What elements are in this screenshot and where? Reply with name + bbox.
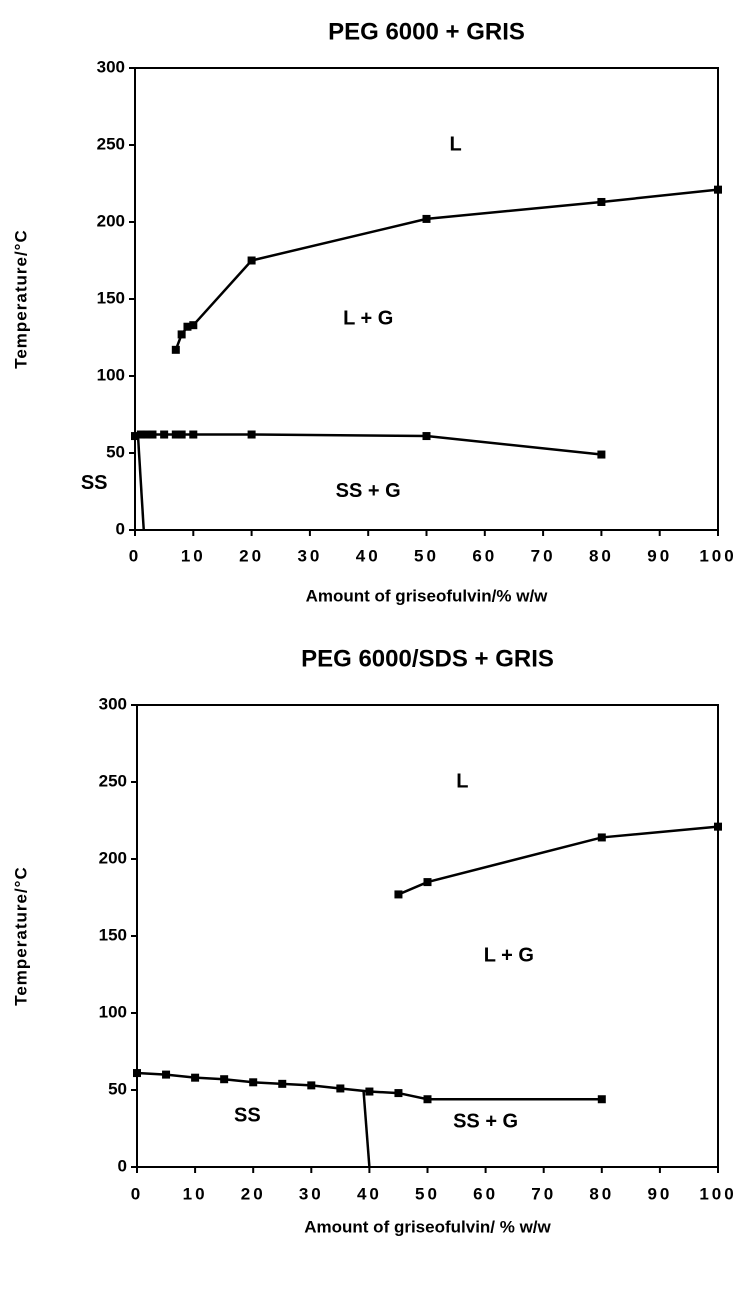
data-point xyxy=(597,450,606,459)
data-point xyxy=(247,430,256,439)
data-point xyxy=(183,322,192,331)
data-point xyxy=(394,890,403,899)
data-point xyxy=(177,430,186,439)
region-label: L xyxy=(450,133,462,155)
data-point xyxy=(171,345,180,354)
data-point xyxy=(171,430,180,439)
data-point xyxy=(422,214,431,223)
data-point xyxy=(133,1069,141,1078)
x-tick-label: 70 xyxy=(531,546,556,565)
data-point xyxy=(714,822,722,831)
x-axis-title: Amount of griseofulvin/% w/w xyxy=(306,586,549,605)
x-tick-label: 80 xyxy=(589,546,614,565)
x-tick-label: 10 xyxy=(183,1184,208,1203)
chart-title: PEG 6000 + GRIS xyxy=(328,18,525,45)
x-tick-label: 100 xyxy=(699,546,736,565)
x-tick-label: 30 xyxy=(297,546,322,565)
y-tick-label: 0 xyxy=(118,1156,127,1175)
region-label: SS xyxy=(81,472,108,494)
data-point xyxy=(394,1089,403,1098)
x-tick-label: 50 xyxy=(415,1184,440,1203)
data-point xyxy=(336,1084,345,1093)
region-label: SS + G xyxy=(336,480,401,502)
data-point xyxy=(714,185,722,194)
data-point xyxy=(247,256,256,265)
plot-frame xyxy=(134,67,719,531)
data-point xyxy=(189,321,198,330)
data-point xyxy=(365,1087,374,1096)
x-tick-label: 40 xyxy=(357,1184,382,1203)
x-tick-label: 70 xyxy=(531,1184,556,1203)
data-point xyxy=(131,432,139,441)
x-tick-label: 50 xyxy=(414,546,439,565)
x-tick-label: 100 xyxy=(699,1184,736,1203)
x-axis-title: Amount of griseofulvin/ % w/w xyxy=(304,1217,551,1236)
y-axis-title: Temperature/°C xyxy=(11,866,30,1006)
data-point xyxy=(162,1070,171,1079)
region-label: L + G xyxy=(484,944,534,966)
y-tick-label: 100 xyxy=(99,1002,127,1021)
data-point xyxy=(423,878,432,887)
data-point xyxy=(189,430,198,439)
y-tick-label: 250 xyxy=(99,771,127,790)
data-point xyxy=(597,833,606,842)
data-point xyxy=(177,330,186,339)
x-tick-label: 40 xyxy=(356,546,381,565)
y-axis-title: Temperature/°C xyxy=(11,229,30,369)
x-tick-label: 30 xyxy=(299,1184,324,1203)
data-point xyxy=(191,1073,200,1082)
phase-line xyxy=(397,825,719,896)
data-point xyxy=(423,1095,432,1104)
phase-line xyxy=(362,1091,371,1168)
data-point xyxy=(142,430,151,439)
y-tick-label: 300 xyxy=(97,57,125,76)
data-point xyxy=(307,1081,316,1090)
data-point xyxy=(136,430,145,439)
chart-title: PEG 6000/SDS + GRIS xyxy=(301,645,554,672)
region-label: L + G xyxy=(343,307,393,329)
phase-line xyxy=(136,1071,602,1101)
y-tick-label: 150 xyxy=(97,288,125,307)
y-tick-label: 200 xyxy=(99,848,127,867)
data-point xyxy=(160,430,169,439)
y-tick-label: 100 xyxy=(97,365,125,384)
y-tick-label: 250 xyxy=(97,134,125,153)
x-tick-label: 0 xyxy=(129,546,141,565)
data-point xyxy=(220,1075,229,1084)
phase-line xyxy=(174,188,719,351)
region-label: L xyxy=(456,770,468,792)
region-label: SS + G xyxy=(453,1111,518,1133)
y-tick-label: 150 xyxy=(99,925,127,944)
x-tick-label: 20 xyxy=(241,1184,266,1203)
data-point xyxy=(597,197,606,206)
data-point xyxy=(148,430,157,439)
phase-line xyxy=(134,433,602,456)
y-tick-label: 50 xyxy=(106,442,125,461)
region-label: SS xyxy=(234,1104,261,1126)
data-point xyxy=(249,1078,258,1087)
phase-line xyxy=(136,434,145,531)
x-tick-label: 0 xyxy=(131,1184,143,1203)
x-tick-label: 80 xyxy=(589,1184,614,1203)
x-tick-label: 60 xyxy=(473,1184,498,1203)
data-point xyxy=(422,432,431,441)
data-point xyxy=(278,1079,287,1088)
data-point xyxy=(597,1095,606,1104)
x-tick-label: 60 xyxy=(472,546,497,565)
y-tick-label: 0 xyxy=(116,519,125,538)
x-tick-label: 90 xyxy=(647,1184,672,1203)
y-tick-label: 300 xyxy=(99,694,127,713)
x-tick-label: 20 xyxy=(239,546,264,565)
y-tick-label: 50 xyxy=(108,1079,127,1098)
x-tick-label: 90 xyxy=(647,546,672,565)
y-tick-label: 200 xyxy=(97,211,125,230)
x-tick-label: 10 xyxy=(181,546,206,565)
